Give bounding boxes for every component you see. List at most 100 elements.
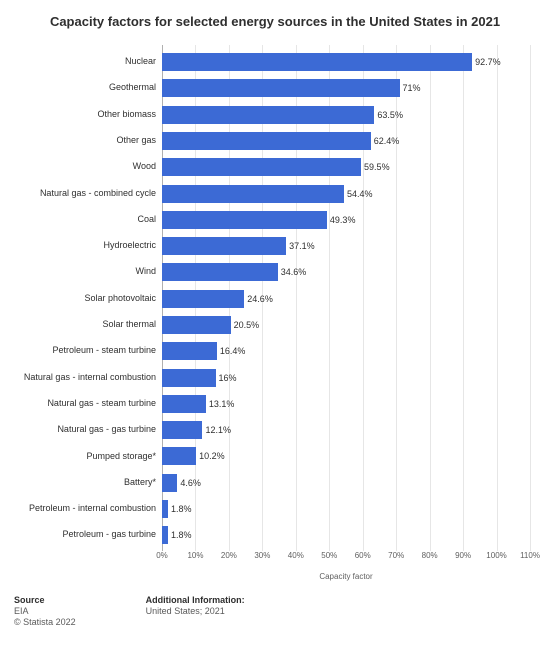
bar xyxy=(162,395,206,413)
plot-area: Nuclear92.7%Geothermal71%Other biomass63… xyxy=(162,45,530,581)
bar-row: Pumped storage*10.2% xyxy=(162,443,530,469)
bar-row: Geothermal71% xyxy=(162,75,530,101)
bar xyxy=(162,211,327,229)
x-tick: 10% xyxy=(187,551,203,560)
value-label: 59.5% xyxy=(364,162,390,172)
bar xyxy=(162,316,231,334)
value-label: 34.6% xyxy=(281,267,307,277)
x-tick: 80% xyxy=(422,551,438,560)
category-label: Natural gas - combined cycle xyxy=(18,189,162,199)
value-label: 16% xyxy=(219,373,237,383)
category-label: Other biomass xyxy=(18,110,162,120)
bar-row: Natural gas - internal combustion16% xyxy=(162,364,530,390)
bar-row: Wood59.5% xyxy=(162,154,530,180)
value-label: 37.1% xyxy=(289,241,315,251)
bar xyxy=(162,53,472,71)
bar-row: Petroleum - internal combustion1.8% xyxy=(162,496,530,522)
x-tick: 50% xyxy=(321,551,337,560)
category-label: Natural gas - steam turbine xyxy=(18,399,162,409)
bar xyxy=(162,237,286,255)
category-label: Solar thermal xyxy=(18,320,162,330)
additional-info-line: United States; 2021 xyxy=(146,606,245,616)
x-tick: 60% xyxy=(355,551,371,560)
x-tick: 70% xyxy=(388,551,404,560)
bar-row: Natural gas - combined cycle54.4% xyxy=(162,180,530,206)
value-label: 16.4% xyxy=(220,346,246,356)
chart-title: Capacity factors for selected energy sou… xyxy=(12,14,538,31)
x-tick: 0% xyxy=(156,551,168,560)
bar xyxy=(162,263,278,281)
gridline xyxy=(530,45,531,551)
category-label: Other gas xyxy=(18,136,162,146)
source-block: Source EIA © Statista 2022 xyxy=(14,595,76,628)
bar-row: Natural gas - steam turbine13.1% xyxy=(162,391,530,417)
bar-row: Battery*4.6% xyxy=(162,470,530,496)
bar xyxy=(162,132,371,150)
category-label: Pumped storage* xyxy=(18,452,162,462)
source-line: EIA xyxy=(14,606,76,616)
additional-info-block: Additional Information: United States; 2… xyxy=(146,595,245,628)
x-tick: 30% xyxy=(254,551,270,560)
bar xyxy=(162,447,196,465)
value-label: 49.3% xyxy=(330,215,356,225)
category-label: Nuclear xyxy=(18,57,162,67)
footer: Source EIA © Statista 2022 Additional In… xyxy=(0,581,550,628)
x-tick: 90% xyxy=(455,551,471,560)
bar-row: Natural gas - gas turbine12.1% xyxy=(162,417,530,443)
bar xyxy=(162,185,344,203)
bar xyxy=(162,421,202,439)
value-label: 1.8% xyxy=(171,504,192,514)
bar-row: Solar photovoltaic24.6% xyxy=(162,286,530,312)
x-tick: 110% xyxy=(520,551,540,560)
category-label: Petroleum - steam turbine xyxy=(18,346,162,356)
category-label: Wind xyxy=(18,267,162,277)
bars: Nuclear92.7%Geothermal71%Other biomass63… xyxy=(162,49,530,551)
bar xyxy=(162,500,168,518)
category-label: Natural gas - gas turbine xyxy=(18,425,162,435)
source-heading: Source xyxy=(14,595,76,605)
bar xyxy=(162,526,168,544)
value-label: 4.6% xyxy=(180,478,201,488)
chart-container: Capacity factors for selected energy sou… xyxy=(0,0,550,581)
category-label: Coal xyxy=(18,215,162,225)
bar xyxy=(162,290,244,308)
x-axis-label: Capacity factor xyxy=(162,572,530,581)
category-label: Hydroelectric xyxy=(18,241,162,251)
bar-row: Nuclear92.7% xyxy=(162,49,530,75)
bar xyxy=(162,474,177,492)
bar-row: Hydroelectric37.1% xyxy=(162,233,530,259)
category-label: Geothermal xyxy=(18,83,162,93)
category-label: Petroleum - gas turbine xyxy=(18,530,162,540)
bar-row: Coal49.3% xyxy=(162,207,530,233)
value-label: 62.4% xyxy=(374,136,400,146)
value-label: 63.5% xyxy=(377,110,403,120)
copyright-line: © Statista 2022 xyxy=(14,617,76,627)
bar-row: Other biomass63.5% xyxy=(162,101,530,127)
value-label: 13.1% xyxy=(209,399,235,409)
bar xyxy=(162,369,216,387)
category-label: Petroleum - internal combustion xyxy=(18,504,162,514)
bar xyxy=(162,106,374,124)
bar-row: Solar thermal20.5% xyxy=(162,312,530,338)
bar-row: Petroleum - gas turbine1.8% xyxy=(162,522,530,548)
bar-row: Other gas62.4% xyxy=(162,128,530,154)
value-label: 24.6% xyxy=(247,294,273,304)
x-axis: 0%10%20%30%40%50%60%70%80%90%100%110% xyxy=(162,551,530,569)
x-tick: 20% xyxy=(221,551,237,560)
value-label: 12.1% xyxy=(205,425,231,435)
bar-row: Wind34.6% xyxy=(162,259,530,285)
x-tick: 100% xyxy=(486,551,506,560)
value-label: 92.7% xyxy=(475,57,501,67)
category-label: Wood xyxy=(18,162,162,172)
additional-info-heading: Additional Information: xyxy=(146,595,245,605)
category-label: Battery* xyxy=(18,478,162,488)
category-label: Solar photovoltaic xyxy=(18,294,162,304)
bar xyxy=(162,79,400,97)
category-label: Natural gas - internal combustion xyxy=(18,373,162,383)
value-label: 20.5% xyxy=(234,320,260,330)
value-label: 71% xyxy=(403,83,421,93)
bar xyxy=(162,158,361,176)
value-label: 10.2% xyxy=(199,451,225,461)
value-label: 54.4% xyxy=(347,189,373,199)
value-label: 1.8% xyxy=(171,530,192,540)
